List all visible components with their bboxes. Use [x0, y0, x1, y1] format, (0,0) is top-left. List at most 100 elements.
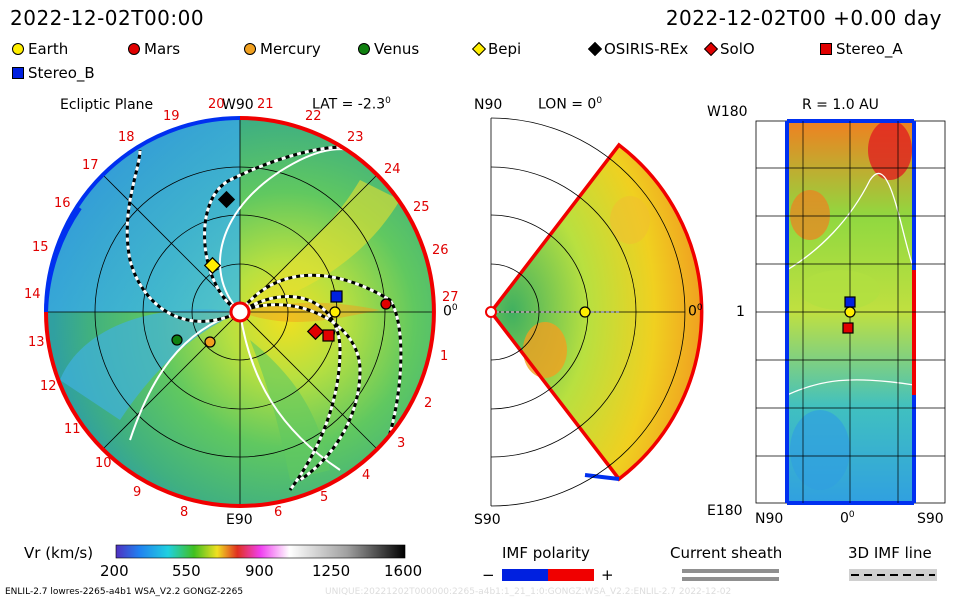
map-bottom-left: N90 — [755, 511, 784, 527]
stereo-a-marker — [322, 329, 335, 342]
imf-line-swatch — [849, 569, 937, 581]
colorbar-tick: 550 — [172, 562, 201, 580]
legend-label: Stereo_A — [836, 40, 903, 58]
osiris-rex-marker — [217, 190, 236, 209]
imf-line-label: 3D IMF line — [848, 544, 932, 562]
square-icon — [12, 67, 24, 79]
legend-label: SolO — [720, 40, 755, 58]
meridional-plane-panel — [485, 117, 704, 507]
sector-label: 3 — [397, 436, 406, 451]
mars-marker — [380, 298, 392, 310]
ecliptic-bottom-label: E90 — [226, 512, 253, 528]
meridional-right-label: 00 — [688, 303, 703, 320]
sector-label: 6 — [274, 505, 283, 520]
sector-label: 22 — [305, 109, 322, 124]
mercury-marker — [204, 336, 216, 348]
sector-label: 2 — [424, 396, 433, 411]
sector-label: 5 — [320, 490, 329, 505]
sector-label: 1 — [440, 349, 449, 364]
square-icon — [820, 43, 832, 55]
sector-label: 14 — [24, 287, 41, 302]
sector-label: 20 — [208, 97, 225, 112]
sector-label: 10 — [95, 456, 112, 471]
sector-label: 25 — [413, 200, 430, 215]
sector-label: 24 — [384, 162, 401, 177]
legend-label: Earth — [28, 40, 69, 58]
colorbar-tick: 900 — [245, 562, 274, 580]
imf-positive-swatch — [548, 569, 594, 581]
sector-label: 15 — [32, 240, 49, 255]
current-time: 2022-12-02T00 +0.00 day — [665, 6, 942, 30]
meridional-bottom-label: S90 — [474, 512, 501, 528]
circle-icon — [358, 43, 370, 55]
meridional-lon-label: LON = 00 — [538, 96, 603, 113]
circle-icon — [128, 43, 140, 55]
sector-label: 9 — [133, 485, 142, 500]
current-sheath-swatch — [682, 569, 779, 581]
legend-item-bepi: Bepi — [471, 40, 522, 58]
colorbar-tick: 1600 — [384, 562, 423, 580]
sector-label: 23 — [347, 130, 364, 145]
legend-item-osiris-rex: OSIRIS-REx — [587, 40, 689, 58]
map-r-label: R = 1.0 AU — [802, 97, 879, 113]
map-left-mid: 1 — [736, 304, 745, 320]
legend-item-mercury: Mercury — [244, 40, 321, 58]
map-left-bottom: E180 — [707, 503, 743, 519]
venus-marker — [171, 334, 183, 346]
ecliptic-right-label: 00 — [443, 303, 458, 320]
ecliptic-title: Ecliptic Plane — [60, 97, 154, 113]
stereo-b-marker — [330, 290, 343, 303]
earth-marker-meridional — [579, 306, 591, 318]
radial-map-panel — [755, 119, 946, 505]
sector-label: 4 — [362, 468, 371, 483]
legend-item-solo: SolO — [703, 40, 755, 58]
legend-item-stereo-a: Stereo_A — [820, 40, 903, 58]
legend-item-stereo-b: Stereo_B — [12, 64, 95, 82]
solo-marker — [306, 322, 325, 341]
colorbar-label: Vr (km/s) — [24, 544, 94, 562]
footer-model-info: ENLIL-2.7 lowres-2265-a4b1 WSA_V2.2 GONG… — [5, 587, 244, 597]
sector-label: 18 — [118, 130, 135, 145]
sector-label: 17 — [82, 158, 99, 173]
run-start-time: 2022-12-02T00:00 — [10, 6, 205, 30]
ecliptic-plane-panel — [44, 116, 436, 508]
earth-marker — [329, 306, 341, 318]
legend-label: Stereo_B — [28, 64, 95, 82]
legend-item-venus: Venus — [358, 40, 419, 58]
sector-label: 11 — [64, 422, 81, 437]
legend-label: OSIRIS-REx — [604, 40, 689, 58]
colorbar-tick: 200 — [100, 562, 129, 580]
legend-label: Venus — [374, 40, 420, 58]
ecliptic-lat-label: LAT = -2.30 — [312, 96, 391, 113]
imf-negative-swatch — [502, 569, 548, 581]
sector-label: 26 — [432, 243, 449, 258]
sector-label: 27 — [442, 290, 459, 305]
imf-polarity-label: IMF polarity — [502, 544, 590, 562]
velocity-colorbar — [115, 544, 406, 559]
ecliptic-top-label: W90 — [222, 97, 254, 113]
bepi-marker — [203, 256, 222, 275]
imf-minus: − — [482, 566, 495, 584]
legend-item-mars: Mars — [128, 40, 180, 58]
current-sheath-label: Current sheath — [670, 544, 783, 562]
circle-icon — [12, 43, 24, 55]
legend-label: Mercury — [260, 40, 321, 58]
map-left-top: W180 — [707, 104, 748, 120]
sector-label: 8 — [180, 505, 189, 520]
sector-label: 13 — [28, 335, 45, 350]
legend-label: Mars — [144, 40, 181, 58]
sector-label: 12 — [40, 379, 57, 394]
colorbar-tick: 1250 — [312, 562, 351, 580]
sector-label: 16 — [54, 196, 71, 211]
map-bottom-right: S90 — [917, 511, 944, 527]
legend-item-earth: Earth — [12, 40, 68, 58]
map-bottom-mid: 00 — [840, 510, 855, 527]
footer-run-id: UNIQUE:20221202T000000:2265-a4b1:1_21_1:… — [325, 587, 732, 597]
imf-plus: + — [601, 566, 614, 584]
meridional-top-label: N90 — [474, 97, 503, 113]
sector-label: 21 — [257, 97, 274, 112]
circle-icon — [244, 43, 256, 55]
legend-label: Bepi — [488, 40, 522, 58]
sector-label: 19 — [163, 109, 180, 124]
